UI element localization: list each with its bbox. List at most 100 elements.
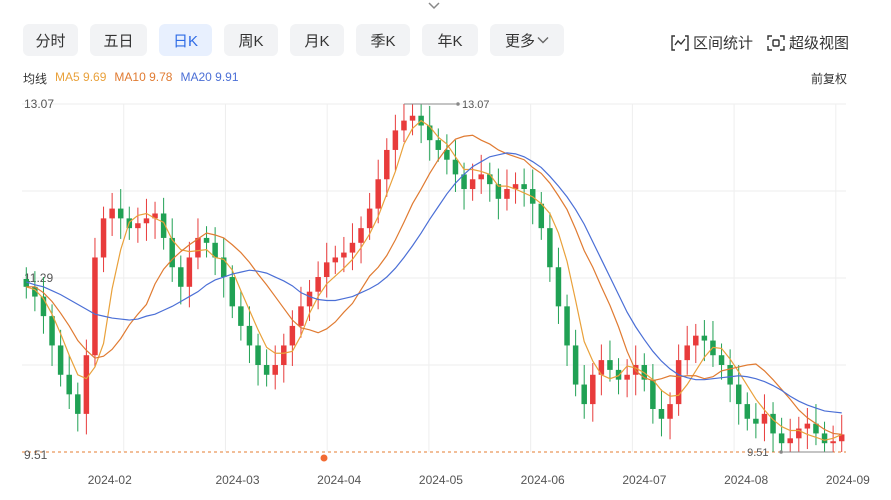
candle-body	[624, 374, 630, 380]
legend-ma20: MA20 9.91	[180, 70, 239, 84]
chevron-down-icon	[537, 37, 549, 44]
candle-body	[229, 277, 236, 307]
candle-body	[358, 228, 364, 243]
candle-body	[667, 404, 673, 419]
candle-body	[23, 278, 30, 287]
range-stats-button[interactable]: 区间统计	[671, 32, 753, 53]
candle-body	[581, 384, 587, 405]
candle-body	[32, 286, 38, 297]
tab-monthly-k[interactable]: 月K	[290, 24, 344, 56]
x-tick-label: 2024-08	[724, 473, 768, 487]
candle-body	[315, 277, 321, 292]
kline-chart[interactable]: 2024-02 2024-03 2024-04 2024-05 2024-06 2024-…	[0, 90, 891, 500]
candle-body	[444, 149, 450, 160]
candle-body	[178, 267, 184, 287]
y-tick-label: 13.07	[24, 97, 54, 111]
candle-body	[289, 325, 296, 346]
x-tick-label: 2024-07	[622, 473, 666, 487]
candle-body	[461, 174, 467, 190]
candle-body	[332, 257, 339, 263]
candle-body	[306, 291, 313, 307]
candle-body	[547, 228, 553, 268]
x-tick-label: 2024-09	[826, 473, 870, 487]
candle-body	[143, 218, 150, 224]
legend-ma10: MA10 9.78	[114, 70, 173, 84]
candle-body	[487, 174, 493, 185]
candle-body	[615, 369, 622, 380]
legend-ma5: MA5 9.69	[55, 70, 107, 84]
legend-title: 均线	[23, 72, 48, 86]
chart-tools: 区间统计 超级视图	[671, 32, 849, 53]
candle-body	[838, 434, 845, 442]
ma-line-ma5	[26, 119, 842, 441]
candle-body	[538, 203, 545, 229]
candle-body	[212, 242, 218, 258]
candle-body	[804, 423, 811, 429]
candle-body	[323, 262, 330, 278]
candle-body	[401, 120, 407, 131]
candle-body	[684, 345, 690, 361]
tab-weekly-k[interactable]: 周K	[224, 24, 278, 56]
candle-body	[770, 413, 776, 434]
candle-body	[109, 208, 115, 219]
candle-body	[512, 184, 519, 190]
x-tick-label: 2024-04	[317, 473, 361, 487]
candle-body	[495, 184, 502, 199]
candle-body	[787, 438, 793, 444]
adjust-mode-label[interactable]: 前复权	[810, 72, 847, 86]
candle-body	[392, 130, 399, 150]
expand-view-icon	[767, 34, 785, 51]
candle-body	[753, 418, 759, 424]
candle-body	[718, 355, 725, 365]
period-tabs: 分时 五日 日K 周K 月K 季K 年K 更多	[23, 24, 564, 56]
x-tick-label: 2024-05	[419, 473, 463, 487]
candle-body	[263, 365, 270, 375]
candle-body	[75, 394, 81, 414]
candle-body	[40, 296, 47, 317]
candle-body	[220, 257, 227, 278]
candle-body	[341, 252, 347, 258]
candle-body	[727, 365, 733, 385]
tab-more[interactable]: 更多	[490, 24, 564, 56]
min-marker-dot	[779, 450, 783, 454]
max-marker-dot	[456, 102, 460, 106]
candle-body	[375, 179, 381, 209]
candle-body	[658, 408, 665, 419]
y-tick-label: 9.51	[24, 448, 48, 462]
candle-body	[435, 140, 442, 150]
candle-body	[590, 374, 596, 405]
candle-body	[238, 306, 244, 326]
candle-body	[57, 345, 64, 375]
candle-body	[366, 208, 373, 229]
x-tick-label: 2024-03	[215, 473, 259, 487]
candle-body	[349, 242, 356, 253]
tab-five-day[interactable]: 五日	[90, 24, 147, 56]
candle-body	[564, 306, 570, 346]
candle-body	[135, 223, 141, 229]
ma-legend: 均线 MA5 9.69 MA10 9.78 MA20 9.91	[23, 70, 239, 87]
candle-body	[152, 213, 158, 219]
tab-quarterly-k[interactable]: 季K	[356, 24, 410, 56]
candle-body	[504, 189, 510, 199]
candle-body	[650, 379, 656, 409]
candle-body	[195, 237, 201, 258]
tab-intraday[interactable]: 分时	[23, 24, 78, 56]
candle-body	[203, 237, 210, 243]
candle-body	[246, 325, 253, 346]
super-view-button[interactable]: 超级视图	[767, 32, 849, 53]
candle-body	[693, 335, 699, 346]
max-price-label: 13.07	[462, 99, 490, 111]
x-tick-label: 2024-06	[521, 473, 565, 487]
candle-body	[701, 335, 708, 341]
chevron-down-icon[interactable]	[427, 0, 441, 12]
candle-body	[572, 345, 579, 385]
candle-body	[469, 179, 476, 190]
tab-yearly-k[interactable]: 年K	[422, 24, 478, 56]
ma-line-ma10	[26, 134, 842, 436]
candle-body	[409, 115, 416, 121]
candle-body	[521, 184, 527, 190]
candle-body	[813, 423, 819, 434]
candle-body	[830, 441, 836, 444]
candle-body	[744, 404, 751, 419]
tab-daily-k[interactable]: 日K	[159, 24, 212, 56]
